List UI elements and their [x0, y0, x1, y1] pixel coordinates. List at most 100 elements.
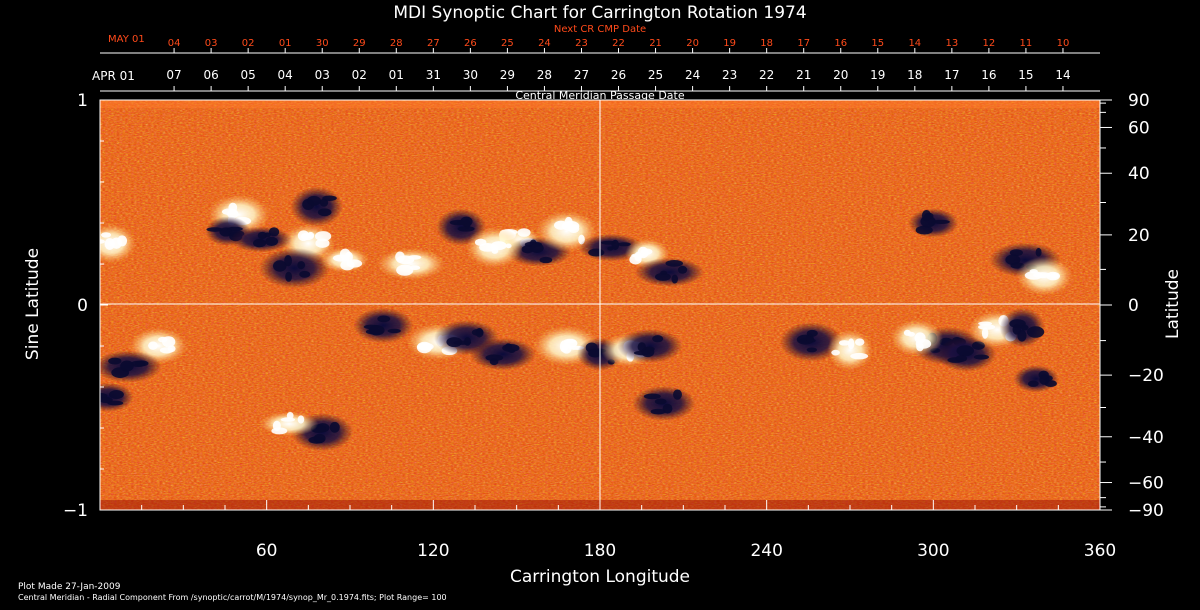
positive-polarity-region — [376, 248, 446, 280]
cmp-date-label: 20 — [833, 68, 848, 82]
next-cr-date-label: 21 — [649, 38, 662, 49]
next-cr-date-label: 25 — [501, 38, 514, 49]
negative-polarity-spot — [135, 360, 149, 367]
negative-polarity-region — [634, 257, 705, 287]
right-tick-label: 20 — [1128, 226, 1150, 246]
source-text: Central Meridian - Radial Component From… — [18, 593, 447, 602]
negative-polarity-spot — [265, 236, 279, 247]
next-cr-date-label: 18 — [760, 38, 773, 49]
negative-polarity-spot — [1035, 247, 1042, 257]
cmp-date-label: 01 — [389, 68, 404, 82]
negative-polarity-spot — [377, 315, 391, 323]
right-tick-label: 60 — [1128, 118, 1150, 138]
plot-made-text: Plot Made 27-Jan-2009 — [18, 582, 121, 592]
positive-polarity-spot — [517, 228, 531, 237]
positive-polarity-spot — [148, 341, 158, 350]
negative-polarity-spot — [1038, 370, 1049, 380]
positive-polarity-spot — [978, 324, 996, 330]
left-axis: 1 0 −1 Sine Latitude — [23, 91, 108, 521]
negative-polarity-spot — [109, 390, 124, 400]
x-tick-label: 300 — [917, 541, 949, 561]
cmp-date-label: 16 — [981, 68, 996, 82]
left-tick-label: −1 — [63, 501, 88, 521]
negative-polarity-spot — [956, 345, 974, 357]
negative-polarity-spot — [108, 357, 122, 365]
negative-polarity-spot — [257, 231, 268, 240]
negative-polarity-spot — [652, 335, 664, 343]
cmp-date-label: 30 — [463, 68, 478, 82]
negative-polarity-spot — [617, 242, 631, 247]
positive-polarity-spot — [1033, 272, 1052, 279]
negative-polarity-spot — [464, 337, 471, 346]
cmp-date-label: 25 — [648, 68, 663, 82]
x-tick-label: 360 — [1084, 541, 1116, 561]
cmp-date-label: 05 — [241, 68, 256, 82]
negative-polarity-spot — [671, 274, 679, 284]
next-cr-date-label: 20 — [686, 38, 699, 49]
negative-polarity-region — [469, 338, 536, 371]
negative-polarity-spot — [272, 260, 287, 272]
next-cr-date-label: 24 — [538, 38, 551, 49]
next-cr-start-label: MAY 01 — [108, 34, 145, 45]
negative-polarity-spot — [308, 436, 325, 444]
positive-polarity-spot — [396, 264, 414, 276]
x-tick-label: 120 — [417, 541, 449, 561]
next-cr-date-label: 29 — [353, 38, 366, 49]
cmp-date-label: 06 — [203, 68, 218, 82]
cmp-date-label: 24 — [685, 68, 700, 82]
magnetogram-map — [100, 100, 1100, 510]
positive-polarity-spot — [981, 327, 989, 339]
positive-polarity-spot — [561, 344, 572, 354]
right-axis: 90 60 40 20 0 −20 −40 −60 −90 Latitude — [1100, 91, 1183, 521]
x-axis-label: Carrington Longitude — [510, 567, 690, 587]
negative-polarity-spot — [226, 226, 243, 232]
left-tick-label: 0 — [77, 296, 88, 316]
cmp-date-label: 04 — [278, 68, 293, 82]
negative-polarity-spot — [206, 227, 223, 232]
chart-title: MDI Synoptic Chart for Carrington Rotati… — [393, 3, 806, 23]
negative-polarity-spot — [253, 238, 267, 248]
negative-polarity-spot — [504, 343, 512, 351]
negative-polarity-spot — [973, 354, 989, 360]
positive-polarity-spot — [640, 248, 653, 255]
negative-polarity-spot — [921, 210, 932, 222]
next-cr-date-label: 02 — [242, 38, 255, 49]
positive-polarity-spot — [563, 338, 577, 344]
next-cr-date-label: 10 — [1057, 38, 1070, 49]
positive-polarity-spot — [479, 242, 496, 252]
positive-polarity-spot — [159, 347, 174, 354]
cmp-date-label: 23 — [722, 68, 737, 82]
positive-polarity-spot — [505, 243, 512, 249]
negative-polarity-spot — [268, 227, 280, 237]
negative-polarity-spot — [660, 270, 668, 275]
positive-polarity-spot — [104, 238, 115, 250]
next-cr-date-label: 27 — [427, 38, 440, 49]
negative-polarity-spot — [654, 398, 667, 405]
negative-polarity-spot — [1012, 324, 1021, 335]
negative-polarity-spot — [120, 360, 134, 372]
cmp-date-label: 22 — [759, 68, 774, 82]
next-cr-date-label: 17 — [797, 38, 810, 49]
left-tick-label: 1 — [77, 91, 88, 111]
next-cr-date-label: 11 — [1020, 38, 1033, 49]
right-tick-label: 90 — [1128, 91, 1150, 111]
negative-polarity-spot — [650, 408, 666, 415]
next-cr-date-label: 15 — [871, 38, 884, 49]
negative-polarity-spot — [644, 346, 655, 352]
cmp-axis-label: Central Meridian Passage Date — [515, 89, 684, 102]
positive-polarity-spot — [272, 420, 281, 431]
positive-polarity-spot — [314, 231, 332, 242]
positive-polarity-spot — [850, 352, 869, 360]
negative-polarity-spot — [654, 272, 671, 281]
positive-polarity-spot — [978, 321, 993, 326]
positive-polarity-spot — [409, 265, 421, 271]
negative-polarity-spot — [306, 195, 322, 206]
negative-polarity-spot — [588, 349, 601, 358]
negative-polarity-spot — [539, 256, 553, 264]
cmp-date-label: 29 — [500, 68, 515, 82]
negative-polarity-spot — [284, 255, 292, 267]
positive-polarity-spot — [100, 232, 112, 238]
negative-polarity-spot — [485, 354, 504, 362]
negative-polarity-spot — [299, 270, 311, 278]
positive-polarity-spot — [280, 417, 296, 422]
